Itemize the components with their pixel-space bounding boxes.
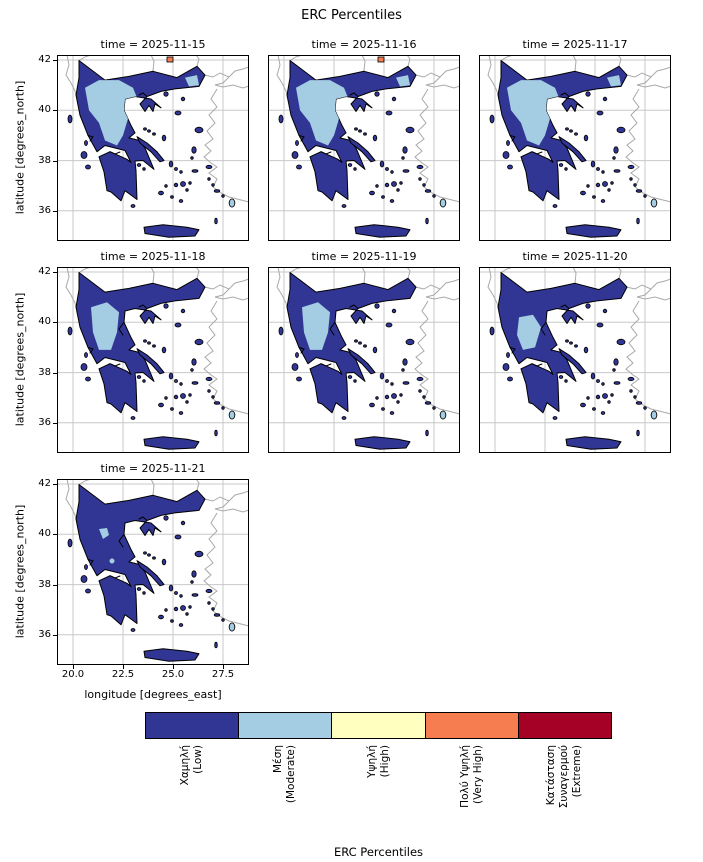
subplot-title: time = 2025-11-16: [311, 38, 417, 51]
y-tick-mark: [53, 322, 57, 323]
y-tick-mark: [53, 161, 57, 162]
colorbar-segment-very-high: [424, 713, 518, 738]
y-tick-mark: [53, 272, 57, 273]
category-name-en: (High): [378, 745, 391, 778]
category-name-el: Υψηλή: [365, 745, 378, 778]
colorbar-segment-extreme: [517, 713, 612, 738]
subplot-title: time = 2025-11-15: [100, 38, 206, 51]
y-tick-mark: [53, 585, 57, 586]
y-tick-label: 40: [38, 528, 51, 539]
figure-title: ERC Percentiles: [301, 8, 402, 23]
greece-map: [57, 55, 249, 241]
subplot-2025-11-20: time = 2025-11-20: [479, 250, 671, 453]
x-tick-mark: [223, 665, 224, 669]
category-name-en: (Extreme): [571, 745, 584, 798]
y-axis-label: latitude [degrees_north]: [13, 504, 27, 639]
y-tick-label: 36: [38, 629, 51, 640]
x-tick-mark: [173, 665, 174, 669]
greece-map: [268, 55, 460, 241]
colorbar-segment-high: [331, 713, 425, 738]
x-tick-label: 22.5: [111, 669, 135, 680]
category-name-en: (Low): [191, 745, 204, 774]
colorbar-label-moderate: Μέση (Moderate): [238, 741, 331, 853]
y-tick-label: 40: [38, 316, 51, 327]
subplot-title: time = 2025-11-19: [311, 250, 417, 263]
x-tick-mark: [73, 665, 74, 669]
y-tick-label: 42: [38, 266, 51, 277]
greece-map: [57, 267, 249, 453]
subplot-2025-11-16: time = 2025-11-16: [268, 38, 460, 241]
greece-map: [57, 479, 249, 665]
category-name-el: Πολύ Υψηλή: [458, 745, 471, 808]
colorbar-tick-labels: Χαμηλή (Low) Μέση (Moderate) Υψηλή (High…: [145, 741, 612, 853]
y-tick-mark: [53, 373, 57, 374]
y-tick-label: 42: [38, 478, 51, 489]
category-name-el: Χαμηλή: [178, 745, 191, 786]
y-tick-label: 36: [38, 205, 51, 216]
category-name-el: Μέση: [272, 745, 285, 774]
subplot-2025-11-17: time = 2025-11-17: [479, 38, 671, 241]
x-tick-mark: [123, 665, 124, 669]
y-tick-mark: [53, 211, 57, 212]
subplot-2025-11-19: time = 2025-11-19: [268, 250, 460, 453]
y-tick-mark: [53, 635, 57, 636]
subplot-title: time = 2025-11-18: [100, 250, 206, 263]
colorbar-label-extreme: Κατάσταση Συναγερμού (Extreme): [519, 741, 612, 853]
y-tick-label: 40: [38, 104, 51, 115]
greece-map: [479, 267, 671, 453]
colorbar-title: ERC Percentiles: [333, 845, 424, 859]
subplot-2025-11-18: time = 2025-11-18 42 40 38 36: [38, 250, 249, 453]
y-tick-mark: [53, 534, 57, 535]
category-name-el: Κατάσταση Συναγερμού: [545, 745, 571, 809]
x-tick-label: 27.5: [211, 669, 235, 680]
subplot-2025-11-21: time = 2025-11-21 42 40 38 36 20.0 22.5 …: [38, 462, 249, 680]
y-tick-mark: [53, 60, 57, 61]
colorbar-label-very-high: Πολύ Υψηλή (Very High): [425, 741, 518, 853]
y-axis-label: latitude [degrees_north]: [13, 292, 27, 427]
colorbar: [145, 712, 612, 739]
subplot-title: time = 2025-11-17: [522, 38, 628, 51]
y-tick-label: 38: [38, 579, 51, 590]
colorbar-segment-low: [146, 713, 239, 738]
y-tick-mark: [53, 484, 57, 485]
subplot-title: time = 2025-11-21: [100, 462, 206, 475]
greece-map: [479, 55, 671, 241]
category-name-en: (Moderate): [285, 745, 298, 804]
colorbar-segment-moderate: [238, 713, 332, 738]
y-tick-label: 36: [38, 417, 51, 428]
greece-map: [268, 267, 460, 453]
colorbar-label-low: Χαμηλή (Low): [145, 741, 238, 853]
category-name-en: (Very High): [471, 745, 484, 805]
y-tick-label: 42: [38, 54, 51, 65]
subplot-title: time = 2025-11-20: [522, 250, 628, 263]
y-tick-mark: [53, 110, 57, 111]
subplot-2025-11-15: time = 2025-11-15 42 40 38 36: [38, 38, 249, 241]
y-tick-label: 38: [38, 367, 51, 378]
colorbar-label-high: Υψηλή (High): [332, 741, 425, 853]
x-axis-label: longitude [degrees_east]: [84, 688, 222, 701]
x-tick-label: 25.0: [161, 669, 185, 680]
y-axis-label: latitude [degrees_north]: [13, 80, 27, 215]
y-tick-label: 38: [38, 155, 51, 166]
x-tick-label: 20.0: [61, 669, 85, 680]
y-tick-mark: [53, 423, 57, 424]
